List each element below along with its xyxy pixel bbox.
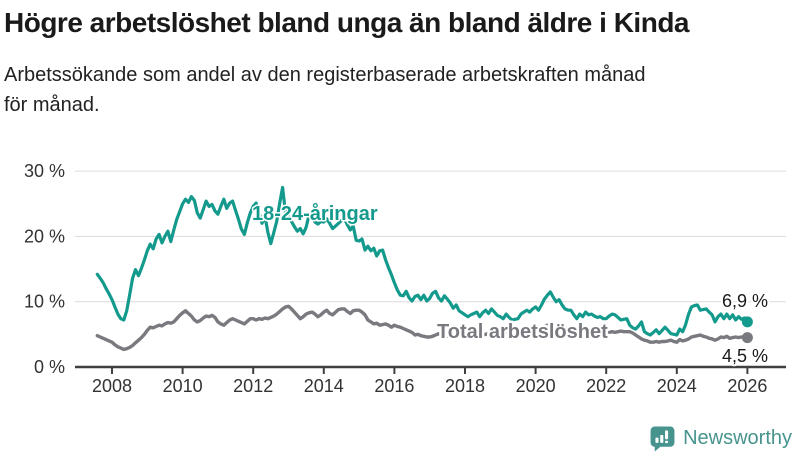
series-label-youth: 18-24-åringar <box>252 202 378 225</box>
y-axis-label-0: 0 % <box>34 357 65 377</box>
logo-exclamation-bar <box>665 430 669 440</box>
chart-subtitle-line2: för månad. <box>4 93 100 116</box>
x-axis-label-2016: 2016 <box>374 376 414 396</box>
series-line-total <box>95 304 750 352</box>
y-axis-label-10: 10 % <box>24 292 65 312</box>
logo-exclamation-dot <box>665 440 669 444</box>
x-axis-label-2014: 2014 <box>304 376 344 396</box>
x-axis-label-2018: 2018 <box>445 376 485 396</box>
chart-subtitle: Arbetssökande som andel av den registerb… <box>4 60 800 120</box>
newsworthy-logo-icon <box>650 426 675 452</box>
y-axis-label-20: 20 % <box>24 226 65 246</box>
chart-subtitle-line1: Arbetssökande som andel av den registerb… <box>4 63 646 86</box>
end-value-label-youth: 6,9 % <box>722 291 768 311</box>
x-axis-label-2010: 2010 <box>163 376 203 396</box>
end-dot-youth <box>741 316 753 328</box>
x-axis-label-2024: 2024 <box>657 376 697 396</box>
logo-bar-1 <box>655 437 659 443</box>
x-axis-label-2020: 2020 <box>516 376 556 396</box>
x-axis-label-2008: 2008 <box>92 376 132 396</box>
unemployment-line-chart: 0 % 10 % 20 % 30 % 2008 2010 2012 2014 2016 2018 2… <box>24 161 786 396</box>
x-axis-label-2026: 2026 <box>727 376 767 396</box>
logo-bar-2 <box>660 434 664 443</box>
y-axis-label-30: 30 % <box>24 161 65 181</box>
brand-name: Newsworthy <box>683 427 792 449</box>
brand-footer: Newsworthy <box>649 425 792 452</box>
x-axis-label-2022: 2022 <box>586 376 626 396</box>
end-value-label-total: 4,5 % <box>722 346 768 366</box>
series-label-total: Total arbetslöshet <box>437 321 608 343</box>
end-dot-total <box>741 332 753 344</box>
series-line-youth <box>95 185 750 337</box>
chart-title: Högre arbetslöshet bland unga än bland ä… <box>4 7 690 38</box>
x-axis-label-2012: 2012 <box>233 376 273 396</box>
